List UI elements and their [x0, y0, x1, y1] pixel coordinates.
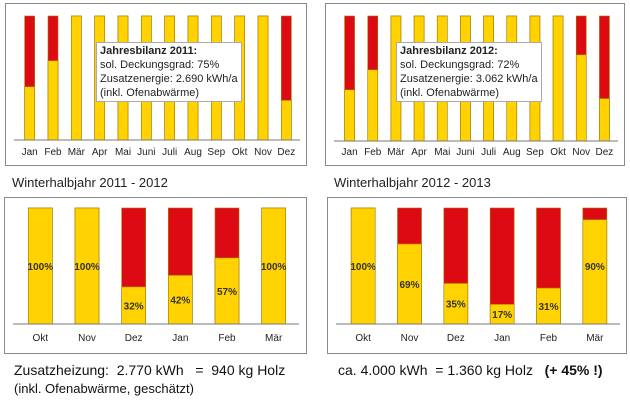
- bar-solar: [214, 257, 240, 325]
- x-tick-label: Mär: [68, 147, 86, 158]
- x-tick-label: Okt: [33, 333, 49, 344]
- x-tick-label: Juli: [162, 147, 177, 158]
- x-tick-label: Sep: [207, 147, 225, 158]
- chart-2011: Jan Feb Mär Apr Mai Juni Juli Aug Sep Okt Nov Dez J…: [5, 3, 307, 166]
- bar-solar: [257, 15, 269, 141]
- chart-2012: Jan Feb Mär Apr Mai Juni Juli Aug Sep Okt Nov Dez J…: [325, 3, 625, 166]
- bar-solar: [575, 54, 587, 142]
- x-tick-label: Mai: [434, 147, 450, 158]
- data-label: 31%: [538, 302, 558, 313]
- x-tick-label: Okt: [355, 333, 371, 344]
- x-tick-label: Aug: [184, 147, 202, 158]
- x-tick-label: Feb: [364, 147, 382, 158]
- data-label: 100%: [28, 262, 54, 273]
- x-tick-label: Dez: [447, 333, 465, 344]
- x-tick-label: Sep: [526, 147, 544, 158]
- x-tick-label: Nov: [78, 333, 96, 344]
- bar-solar: [71, 15, 82, 141]
- x-tick-label: Jan: [172, 333, 188, 344]
- annotation-2011: Jahresbilanz 2011: sol. Deckungsgrad: 75…: [96, 42, 242, 102]
- bar-solar: [344, 89, 355, 142]
- bar-solar: [121, 286, 146, 325]
- x-tick-label: Mär: [387, 147, 405, 158]
- annotation-title: Jahresbilanz 2012:: [400, 45, 498, 57]
- annotation-title: Jahresbilanz 2011:: [100, 45, 198, 57]
- chart-winter-2011: Okt 100% Nov 100% Dez 32% Jan 42% Feb 57% Mär 100%: [4, 197, 307, 354]
- x-tick-label: Dez: [277, 147, 295, 158]
- annotation-line: sol. Deckungsgrad: 75%: [100, 59, 220, 71]
- bar-solar: [168, 274, 193, 325]
- x-tick-label: Mai: [115, 147, 131, 158]
- data-label: 57%: [217, 287, 237, 298]
- bar-solar: [74, 207, 100, 325]
- data-label: 100%: [350, 262, 376, 273]
- note-left-2: (inkl. Ofenabwärme, geschätzt): [14, 381, 194, 396]
- x-tick-label: Feb: [44, 147, 62, 158]
- bar-solar: [536, 287, 561, 325]
- x-tick-label: Aug: [503, 147, 521, 158]
- bar-solar: [582, 219, 608, 325]
- x-tick-label: Feb: [540, 333, 558, 344]
- data-label: 69%: [399, 280, 419, 291]
- x-tick-label: Mär: [586, 333, 604, 344]
- data-label: 32%: [124, 301, 144, 312]
- x-tick-label: Jan: [494, 333, 510, 344]
- bar-solar: [350, 207, 376, 325]
- x-tick-label: Juni: [137, 147, 155, 158]
- bar-solar: [24, 86, 35, 141]
- annotation-line: sol. Deckungsgrad: 72%: [400, 59, 520, 71]
- bar-solar: [261, 207, 286, 325]
- x-tick-label: Feb: [218, 333, 236, 344]
- note-right: ca. 4.000 kWh = 1.360 kg Holz (+ 45% !): [338, 362, 603, 378]
- x-tick-label: Apr: [411, 147, 427, 158]
- x-tick-label: Dez: [596, 147, 614, 158]
- bar-solar: [443, 283, 469, 325]
- x-tick-label: Jan: [22, 147, 38, 158]
- annotation-line: (inkl. Ofenabwärme): [400, 87, 500, 99]
- x-tick-label: Okt: [232, 147, 248, 158]
- annotation-line: Zusatzenergie: 3.062 kWh/a: [400, 73, 538, 85]
- annotation-2012: Jahresbilanz 2012: sol. Deckungsgrad: 72…: [396, 42, 542, 102]
- data-label: 90%: [585, 262, 605, 273]
- chart-winter-2012: Okt 100% Nov 69% Dez 35% Jan 17% Feb 31% Mär 90%: [327, 197, 627, 354]
- x-tick-label: Nov: [401, 333, 419, 344]
- note-right-main: ca. 4.000 kWh = 1.360 kg Holz: [338, 362, 533, 378]
- bar-solar: [28, 207, 53, 325]
- bar-solar: [599, 98, 610, 142]
- bar-solar: [552, 15, 564, 142]
- x-tick-label: Nov: [254, 147, 272, 158]
- data-label: 100%: [261, 262, 287, 273]
- annotation-line: (inkl. Ofenabwärme): [100, 87, 200, 99]
- chart-title: Winterhalbjahr 2011 - 2012: [12, 175, 168, 190]
- x-tick-label: Okt: [550, 147, 566, 158]
- x-tick-label: Jan: [342, 147, 358, 158]
- bar-solar: [47, 60, 59, 141]
- x-tick-label: Juli: [481, 147, 496, 158]
- data-label: 17%: [492, 310, 512, 321]
- data-label: 35%: [446, 300, 466, 311]
- bar-solar: [367, 69, 379, 142]
- bar-solar: [397, 243, 422, 325]
- data-label: 42%: [170, 296, 190, 307]
- x-tick-label: Mär: [265, 333, 283, 344]
- x-tick-label: Nov: [572, 147, 590, 158]
- x-tick-label: Dez: [125, 333, 143, 344]
- x-tick-label: Apr: [92, 147, 108, 158]
- x-tick-label: Juni: [456, 147, 474, 158]
- bar-solar: [281, 100, 292, 141]
- note-right-bold: (+ 45% !): [544, 362, 603, 378]
- note-left-1: Zusatzheizung: 2.770 kWh = 940 kg Holz: [14, 362, 286, 378]
- chart-title: Winterhalbjahr 2012 - 2013: [334, 175, 491, 190]
- annotation-line: Zusatzenergie: 2.690 kWh/a: [100, 73, 238, 85]
- data-label: 100%: [74, 262, 100, 273]
